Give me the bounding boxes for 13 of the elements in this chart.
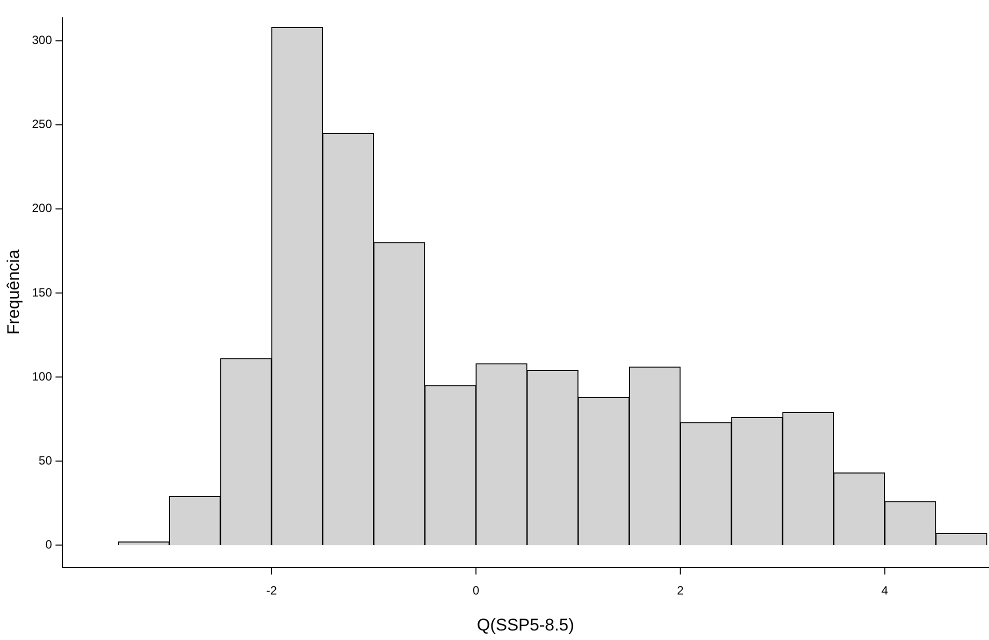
x-tick-label: 4 xyxy=(881,584,888,598)
x-tick-label: 2 xyxy=(676,584,684,598)
y-axis-title: Frequência xyxy=(4,249,23,335)
x-tick-label: -2 xyxy=(266,584,278,598)
x-tick-label: 0 xyxy=(472,584,480,598)
y-tick-label: 100 xyxy=(32,369,52,384)
y-tick-label: 0 xyxy=(45,537,52,552)
y-tick-label: 300 xyxy=(32,33,52,48)
y-tick-label: 150 xyxy=(32,285,52,300)
y-tick-label: 250 xyxy=(32,117,52,132)
x-axis-title: Q(SSP5-8.5) xyxy=(476,615,574,634)
y-tick-label: 200 xyxy=(32,201,52,216)
y-tick-label: 50 xyxy=(38,453,52,468)
